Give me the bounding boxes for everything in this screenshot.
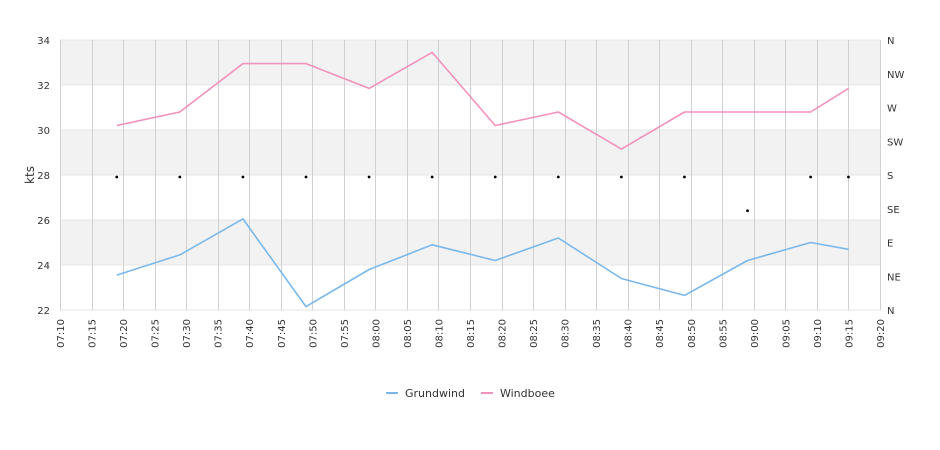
legend-label-windboee: Windboee: [500, 387, 555, 400]
x-tick-label: 09:05: [781, 319, 792, 348]
x-tick-label: 08:10: [434, 319, 445, 348]
direction-point: [746, 209, 749, 213]
legend-label-grundwind: Grundwind: [405, 387, 465, 400]
y-tick-label: 26: [37, 216, 50, 227]
direction-tick-label: SW: [887, 137, 903, 148]
direction-point: [847, 175, 850, 179]
direction-axis-ticks: N NE E SE S SW W NW N: [887, 36, 904, 317]
x-tick-label: 09:15: [844, 319, 855, 348]
x-tick-label: 08:00: [371, 319, 382, 348]
direction-point: [115, 175, 119, 179]
series-line-windboee: [116, 51, 849, 150]
y-tick-label: 32: [37, 81, 50, 92]
direction-point: [619, 175, 623, 179]
y-axis-ticks: 22 24 26 28 30 32 34: [37, 36, 50, 317]
direction-tick-label: NW: [887, 70, 904, 81]
x-tick-label: 07:25: [151, 319, 162, 348]
x-tick-label: 08:05: [403, 319, 414, 348]
x-tick-label: 07:30: [182, 319, 193, 348]
y-tick-label: 34: [37, 36, 50, 47]
x-tick-label: 08:15: [466, 319, 477, 348]
x-tick-label: 08:25: [529, 319, 540, 348]
x-tick-label: 08:45: [655, 319, 666, 348]
x-tick-label: 08:35: [592, 319, 603, 348]
x-tick-label: 08:30: [561, 319, 572, 348]
vertical-grid: [60, 40, 881, 310]
legend: Grundwind Windboee: [386, 387, 555, 400]
series-line-grundwind: [116, 218, 849, 308]
x-tick-label: 09:20: [876, 319, 887, 348]
x-tick-label: 07:40: [245, 319, 256, 348]
direction-point: [178, 175, 182, 179]
x-tick-label: 07:10: [56, 319, 67, 348]
x-tick-label: 08:20: [498, 319, 509, 348]
x-tick-label: 07:20: [119, 319, 130, 348]
x-tick-label: 08:50: [687, 319, 698, 348]
x-axis-ticks: 07:10 07:15 07:20 07:25 07:30 07:35 07:40 07:45…: [56, 319, 887, 348]
y-tick-label: 22: [37, 306, 50, 317]
x-tick-label: 07:35: [214, 319, 225, 348]
direction-point: [241, 175, 245, 179]
direction-tick-label: NE: [887, 272, 901, 283]
x-tick-label: 08:40: [624, 319, 635, 348]
x-tick-label: 07:15: [88, 319, 99, 348]
x-tick-label: 07:55: [340, 319, 351, 348]
x-tick-label: 08:55: [718, 319, 729, 348]
direction-point: [367, 175, 371, 179]
direction-point: [683, 175, 686, 179]
direction-tick-label: SE: [887, 205, 900, 216]
direction-tick-label: N: [887, 36, 894, 47]
direction-points: [115, 175, 850, 213]
series-lines: [116, 51, 849, 308]
x-tick-label: 09:00: [750, 319, 761, 348]
direction-tick-label: N: [887, 306, 894, 317]
direction-tick-label: S: [887, 171, 893, 182]
direction-point: [493, 175, 497, 179]
x-tick-label: 07:45: [277, 319, 288, 348]
y-tick-label: 30: [37, 126, 50, 137]
direction-point: [809, 175, 813, 179]
y-tick-label: 28: [37, 171, 50, 182]
x-tick-label: 07:50: [308, 319, 319, 348]
direction-point: [304, 175, 308, 179]
direction-tick-label: E: [887, 239, 893, 250]
y-axis-label: kts: [23, 166, 37, 184]
y-tick-label: 24: [37, 261, 50, 272]
direction-point: [556, 175, 560, 179]
direction-tick-label: W: [887, 104, 897, 115]
direction-point: [430, 175, 434, 179]
x-tick-label: 09:10: [813, 319, 824, 348]
